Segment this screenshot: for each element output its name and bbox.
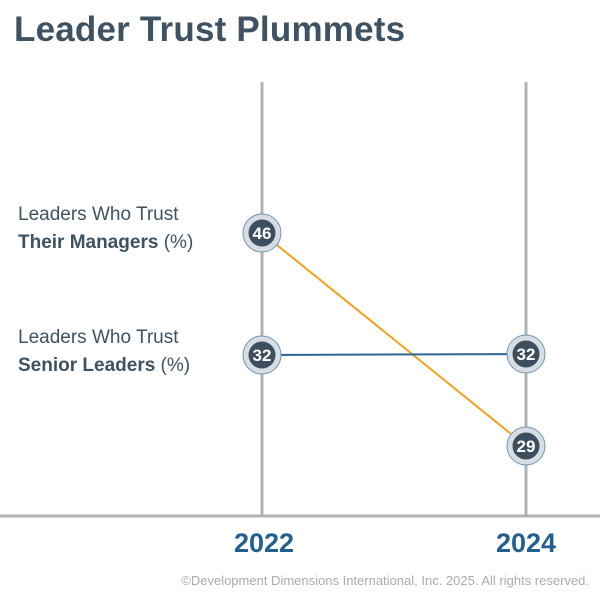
year-label-2024: 2024 xyxy=(496,528,557,558)
marker-senior-2024: 32 xyxy=(506,334,546,374)
label-senior-leaders: Leaders Who Trust Senior Leaders (%) xyxy=(18,324,190,380)
label-senior-leaders-suffix: (%) xyxy=(155,355,191,376)
copyright-notice: ©Development Dimensions International, I… xyxy=(181,573,589,588)
label-senior-leaders-bold: Senior Leaders xyxy=(18,355,156,376)
marker-senior-2022: 32 xyxy=(242,335,282,375)
label-their-managers-suffix: (%) xyxy=(158,232,194,253)
value-senior-2022: 32 xyxy=(253,346,272,365)
label-their-managers-line1: Leaders Who Trust xyxy=(18,204,179,225)
label-their-managers: Leaders Who Trust Their Managers (%) xyxy=(18,201,193,257)
value-managers-2024: 29 xyxy=(517,437,536,456)
label-senior-leaders-line1: Leaders Who Trust xyxy=(18,327,179,348)
label-their-managers-bold: Their Managers xyxy=(18,232,159,253)
line-senior-leaders xyxy=(261,353,527,356)
chart-title: Leader Trust Plummets xyxy=(14,10,406,49)
label-their-managers-line2: Their Managers (%) xyxy=(18,229,193,257)
value-senior-2024: 32 xyxy=(517,345,536,364)
value-managers-2022: 46 xyxy=(253,224,272,243)
line-their-managers xyxy=(261,232,527,447)
label-senior-leaders-line2: Senior Leaders (%) xyxy=(18,352,190,380)
marker-managers-2024: 29 xyxy=(506,426,546,466)
marker-managers-2022: 46 xyxy=(242,213,282,253)
year-label-2022: 2022 xyxy=(234,528,295,558)
